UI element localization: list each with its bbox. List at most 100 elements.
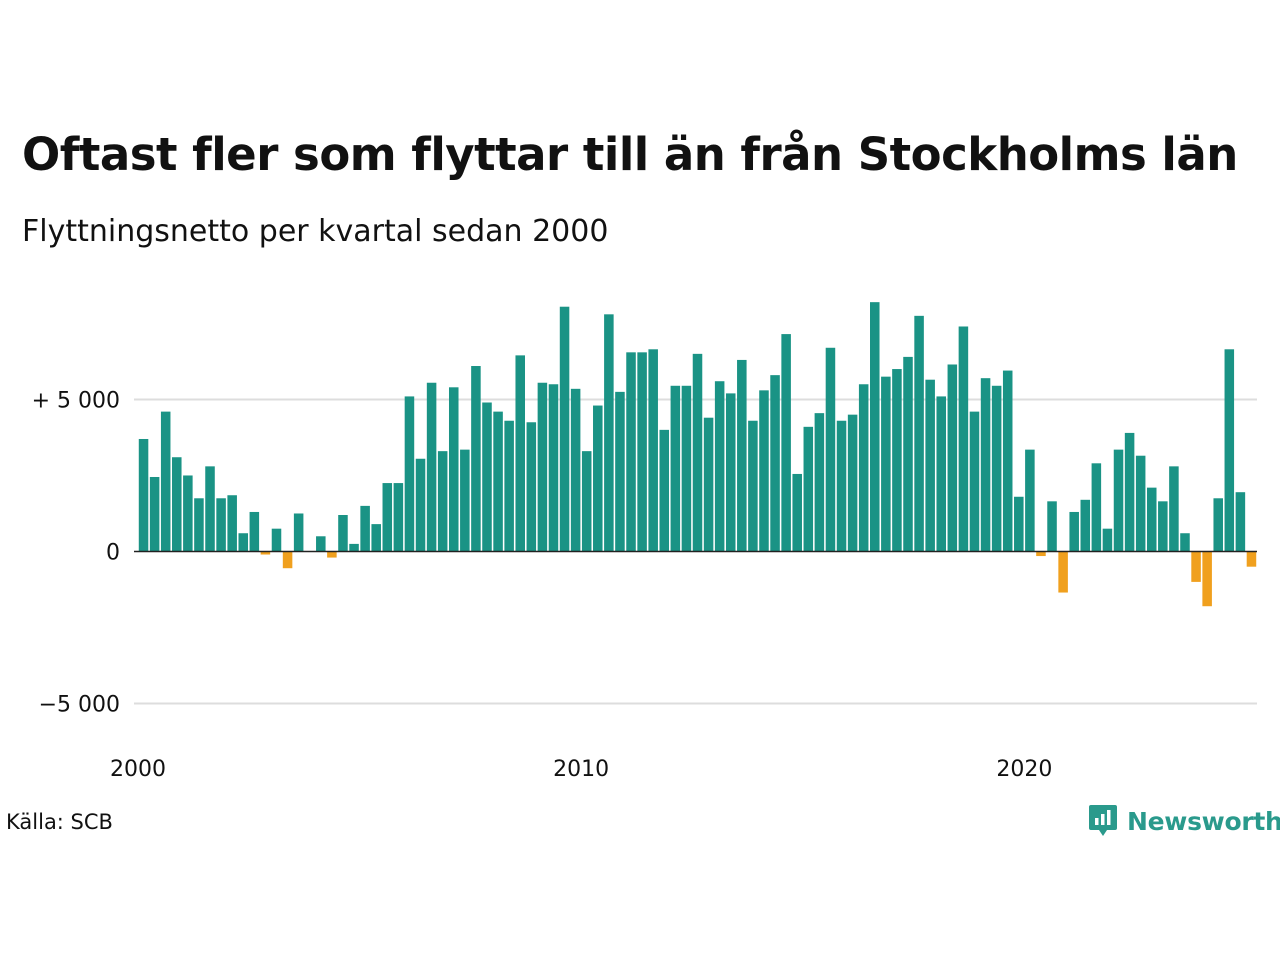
bars — [138, 302, 1257, 607]
bar — [160, 411, 171, 552]
bar — [626, 352, 636, 552]
bar — [1235, 492, 1246, 552]
bar — [737, 359, 747, 552]
bar — [382, 483, 393, 552]
bar — [293, 513, 304, 552]
bar — [448, 387, 459, 552]
bar — [205, 466, 215, 552]
bar — [526, 422, 537, 552]
x-tick-label: 2020 — [996, 757, 1052, 782]
bar — [991, 385, 1002, 552]
bar — [1036, 551, 1046, 557]
bar — [748, 420, 758, 552]
bar — [1169, 466, 1179, 552]
bar — [593, 405, 603, 552]
bar — [781, 334, 791, 552]
bar — [881, 376, 891, 552]
bar — [792, 473, 802, 552]
bar — [947, 364, 958, 552]
bar — [471, 366, 481, 552]
bar — [903, 356, 913, 552]
bar — [460, 449, 470, 552]
bar — [437, 451, 448, 552]
y-tick-label: −5 000 — [39, 693, 120, 718]
bar — [1025, 449, 1035, 552]
bar — [914, 315, 924, 552]
chart-subtitle: Flyttningsnetto per kvartal sedan 2000 — [22, 214, 609, 249]
bar — [515, 355, 525, 552]
bar — [548, 384, 559, 552]
bar — [659, 429, 670, 552]
bar — [415, 458, 426, 552]
brand-logo: Newsworthy — [1088, 803, 1280, 839]
bar — [581, 451, 592, 552]
bar — [1047, 501, 1057, 552]
bar — [327, 551, 337, 558]
bar — [1158, 501, 1168, 552]
source-note: Källa: SCB — [6, 810, 113, 834]
bar — [138, 438, 149, 552]
bar — [1246, 551, 1257, 567]
bar — [870, 302, 880, 552]
bar — [249, 511, 260, 552]
bar — [504, 420, 514, 552]
bar — [271, 528, 282, 552]
bar — [681, 385, 692, 552]
bar — [847, 414, 858, 552]
bar — [1213, 498, 1223, 552]
bar — [1069, 511, 1079, 552]
newsworthy-logo-icon — [1089, 805, 1117, 836]
bar — [260, 551, 271, 555]
bar — [1091, 463, 1102, 552]
bar — [803, 426, 814, 552]
chart-title: Oftast fler som flyttar till än från Sto… — [22, 128, 1238, 181]
bar — [227, 495, 237, 552]
bar — [1180, 533, 1190, 552]
bar — [836, 420, 847, 552]
x-tick-label: 2010 — [553, 757, 609, 782]
brand-name: Newsworthy — [1127, 806, 1280, 836]
bar — [570, 388, 581, 552]
bar — [714, 381, 725, 552]
bar — [404, 396, 415, 552]
bar — [1002, 370, 1013, 552]
bar — [1191, 551, 1201, 582]
bar — [725, 393, 736, 552]
bar — [615, 391, 625, 552]
bar — [925, 379, 935, 552]
bar — [958, 326, 969, 552]
bar — [426, 382, 437, 552]
bar — [825, 347, 836, 552]
bar — [1224, 349, 1235, 552]
bar — [559, 306, 570, 552]
bar — [980, 378, 991, 552]
bar — [637, 352, 647, 552]
x-axis-labels: 2000 2010 2020 — [110, 757, 1052, 782]
bar — [371, 524, 381, 552]
bar — [537, 382, 548, 552]
bar — [814, 413, 825, 552]
bar — [216, 498, 226, 552]
bar — [1080, 499, 1091, 552]
y-tick-label: + 5 000 — [32, 388, 120, 413]
bar — [604, 314, 614, 552]
bar — [183, 475, 193, 552]
bar — [338, 515, 348, 552]
bar — [349, 543, 359, 552]
bar — [393, 483, 404, 552]
bar — [482, 402, 492, 552]
bar — [316, 536, 326, 552]
bar — [1058, 551, 1068, 593]
bar — [858, 384, 869, 552]
bar — [1124, 432, 1135, 552]
x-tick-label: 2000 — [110, 757, 166, 782]
bar — [692, 353, 703, 552]
bar — [1135, 455, 1146, 552]
bar — [172, 457, 182, 552]
bar — [892, 369, 902, 552]
bar — [759, 390, 769, 552]
bar — [360, 505, 370, 552]
bar — [493, 411, 503, 552]
bar — [703, 417, 714, 552]
bar — [282, 551, 293, 569]
